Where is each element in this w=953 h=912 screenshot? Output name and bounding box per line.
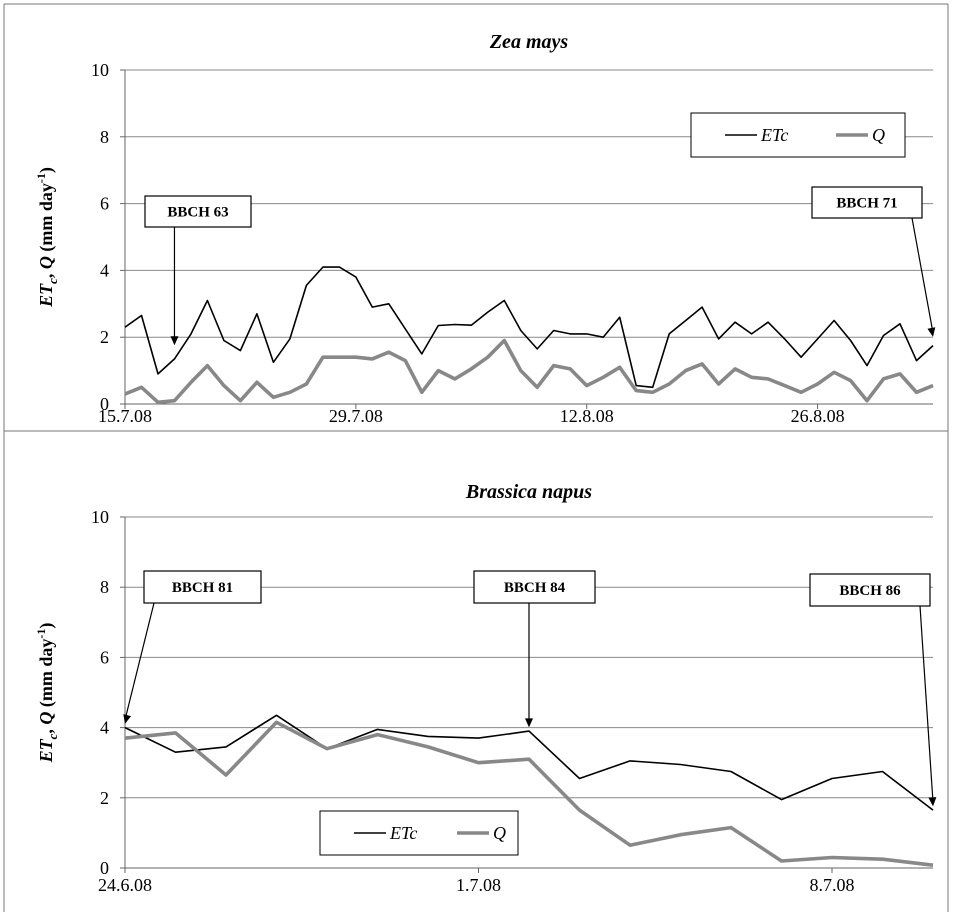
y-axis-label-part: (mm day	[36, 183, 57, 256]
x-tick-label: 12.8.08	[560, 406, 614, 426]
series-line-q	[124, 720, 934, 867]
legend-label-q: Q	[493, 823, 506, 843]
x-tick-label: 26.8.08	[791, 406, 845, 426]
y-tick-label: 4	[100, 718, 109, 738]
series-line-q	[124, 338, 934, 405]
y-axis-label-part: ,	[36, 269, 56, 278]
x-tick-label: 15.7.08	[98, 406, 152, 426]
y-axis-label: ETc, Q (mm day-1)	[34, 623, 60, 764]
legend: ETc Q	[319, 810, 519, 856]
x-tick-label: 24.6.08	[98, 875, 152, 895]
y-axis-label: ETc, Q (mm day-1)	[34, 167, 60, 308]
annotation-arrow-head	[170, 336, 179, 346]
y-tick-label: 6	[100, 194, 109, 214]
annotation-label: BBCH 63	[167, 205, 228, 221]
y-tick-label: 8	[100, 577, 109, 597]
annotation: BBCH 84	[473, 570, 596, 728]
y-axis-label-part: ,	[36, 725, 56, 734]
y-tick-label: 6	[100, 647, 109, 667]
y-axis-label-part: )	[36, 623, 57, 629]
y-axis-label-part: ET	[36, 738, 56, 763]
chart-title: Brassica napus	[465, 481, 592, 503]
y-tick-label: 0	[100, 858, 109, 878]
y-tick-label: 10	[91, 507, 109, 527]
y-axis-label-part: -1	[34, 173, 48, 183]
annotation-box	[811, 186, 923, 219]
annotation-label: BBCH 84	[504, 580, 566, 596]
annotation-arrow-head	[123, 714, 132, 724]
y-axis-label-part: c	[45, 278, 60, 284]
y-axis-label-part: (mm day	[36, 639, 57, 712]
x-tick-label: 1.7.08	[456, 875, 501, 895]
y-tick-label: 10	[91, 60, 109, 80]
annotation-arrow-head	[525, 718, 533, 728]
annotation-label: BBCH 71	[836, 196, 897, 212]
annotation-arrow	[124, 602, 155, 720]
annotation-arrow	[919, 605, 934, 803]
y-tick-label: 4	[100, 260, 109, 280]
y-tick-label: 8	[100, 127, 109, 147]
y-axis-label-part: -1	[34, 629, 48, 639]
legend-label-q: Q	[872, 125, 885, 145]
y-axis-label-part: )	[36, 167, 57, 173]
annotation-arrow	[911, 217, 934, 333]
legend: ETc Q	[690, 112, 906, 158]
y-tick-label: 2	[100, 788, 109, 808]
annotation-box	[473, 570, 596, 604]
annotation: BBCH 86	[809, 573, 937, 807]
annotation-arrow-head	[927, 327, 936, 337]
y-axis-label-part: c	[45, 733, 60, 739]
annotation: BBCH 81	[123, 570, 262, 724]
y-axis-label-part: ET	[36, 283, 56, 308]
annotation-arrow-head	[928, 797, 937, 807]
y-axis-label-part: Q	[36, 256, 56, 269]
y-axis-label-part: Q	[36, 712, 56, 725]
legend-label-etc: ETc	[389, 823, 417, 843]
annotation-box	[144, 195, 252, 228]
annotation-label: BBCH 86	[839, 583, 901, 599]
x-tick-label: 29.7.08	[329, 406, 383, 426]
series-line-etc	[124, 714, 934, 811]
y-tick-label: 2	[100, 327, 109, 347]
x-tick-label: 8.7.08	[810, 875, 855, 895]
annotation-box	[143, 570, 262, 604]
chart-title: Zea mays	[489, 31, 569, 53]
y-tick-label: 0	[100, 394, 109, 414]
series-line-etc	[124, 266, 934, 389]
chart-panel-2: Brassica napus 0 2 4 6 8 10 24.6.08 1.7.08 8.7.08…	[34, 481, 937, 895]
chart-panel-1: Zea mays 0 2 4 6 8 10 15.7.08 29.7.08 12.8.08 26.8…	[34, 31, 936, 426]
annotation: BBCH 63	[144, 195, 252, 346]
annotation: BBCH 71	[811, 186, 936, 337]
legend-label-etc: ETc	[760, 125, 788, 145]
annotation-box	[809, 573, 931, 607]
annotation-label: BBCH 81	[172, 580, 233, 596]
